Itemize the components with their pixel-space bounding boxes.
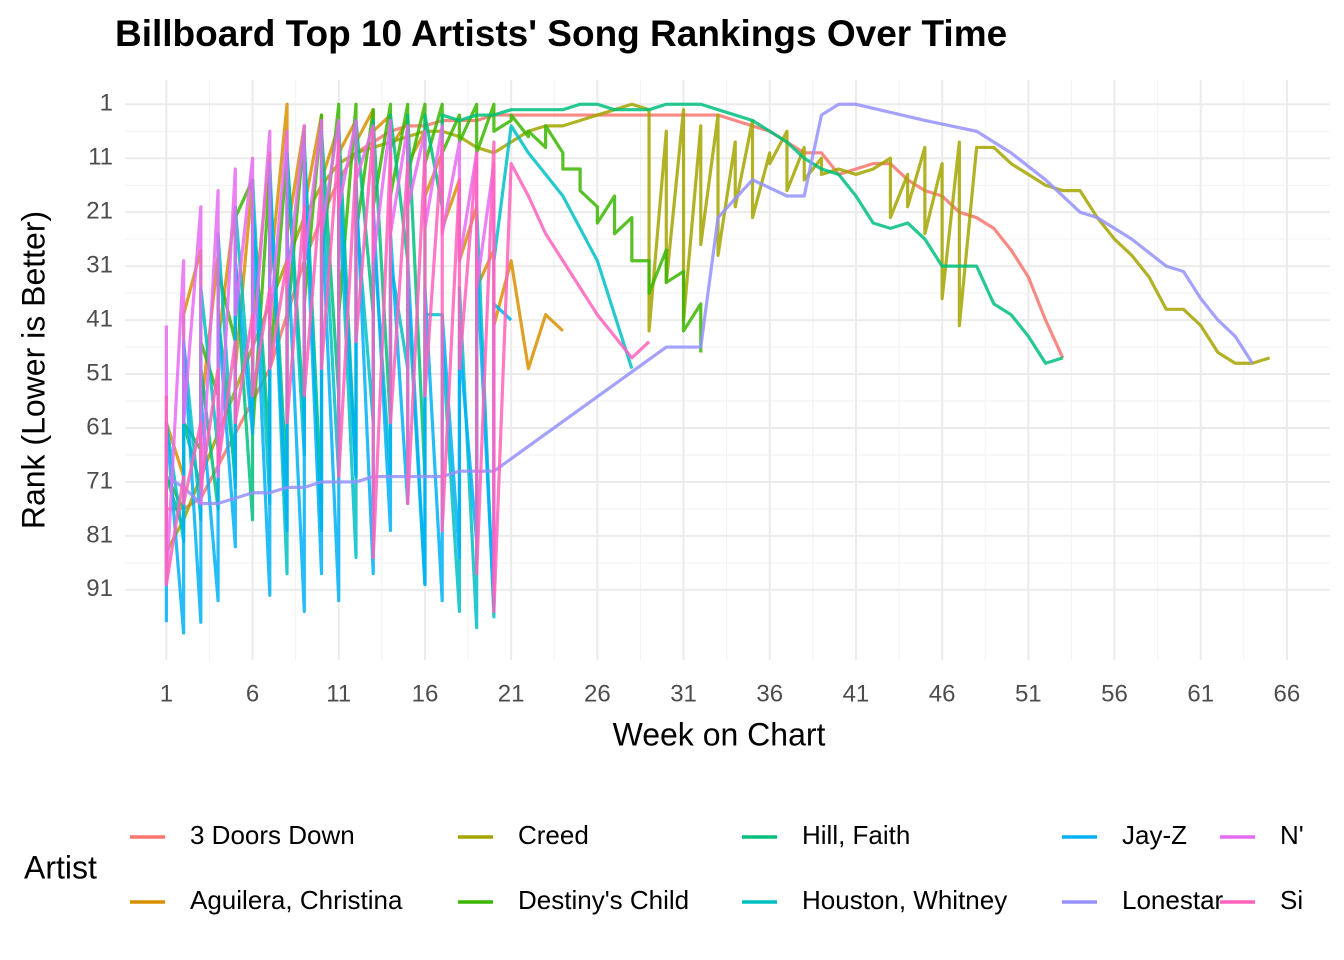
y-tick-label: 31 [86,251,113,278]
y-tick-label: 51 [86,359,113,386]
x-tick-label: 11 [326,680,351,707]
chart-title: Billboard Top 10 Artists' Song Rankings … [115,13,1007,54]
x-tick-label: 6 [246,680,259,707]
x-tick-label: 36 [756,680,783,707]
legend-label: Si [1280,885,1303,915]
y-tick-label: 11 [88,144,113,171]
x-tick-label: 1 [160,680,173,707]
y-tick-label: 71 [86,467,113,494]
legend-label: Jay-Z [1122,820,1187,850]
y-tick-label: 81 [86,521,113,548]
x-tick-label: 46 [929,680,956,707]
x-tick-label: 31 [670,680,697,707]
series-line [164,102,564,542]
legend-label: Hill, Faith [802,820,910,850]
x-tick-label: 21 [498,680,525,707]
legend-label: Destiny's Child [518,885,689,915]
x-tick-label: 16 [412,680,439,707]
x-tick-label: 26 [584,680,611,707]
x-tick-label: 56 [1101,680,1128,707]
x-axis-title: Week on Chart [613,716,826,752]
y-tick-label: 61 [86,413,113,440]
legend-label: 3 Doors Down [190,820,355,850]
x-tick-label: 51 [1015,680,1042,707]
x-tick-label: 66 [1274,680,1301,707]
x-tick-label: 41 [843,680,870,707]
y-tick-label: 91 [86,575,113,602]
legend-label: Creed [518,820,589,850]
series-line [165,102,1254,506]
series-line [164,124,634,630]
y-tick-label: 21 [86,198,113,225]
legend-label: N' [1280,820,1304,850]
legend-title: Artist [24,849,97,885]
legend-label: Lonestar [1122,885,1224,915]
series-line [164,129,651,614]
y-tick-label: 1 [100,90,113,117]
y-axis-title: Rank (Lower is Better) [15,211,51,529]
legend-label: Houston, Whitney [802,885,1007,915]
legend-label: Aguilera, Christina [190,885,403,915]
y-tick-label: 41 [86,305,113,332]
x-tick-label: 61 [1187,680,1214,707]
